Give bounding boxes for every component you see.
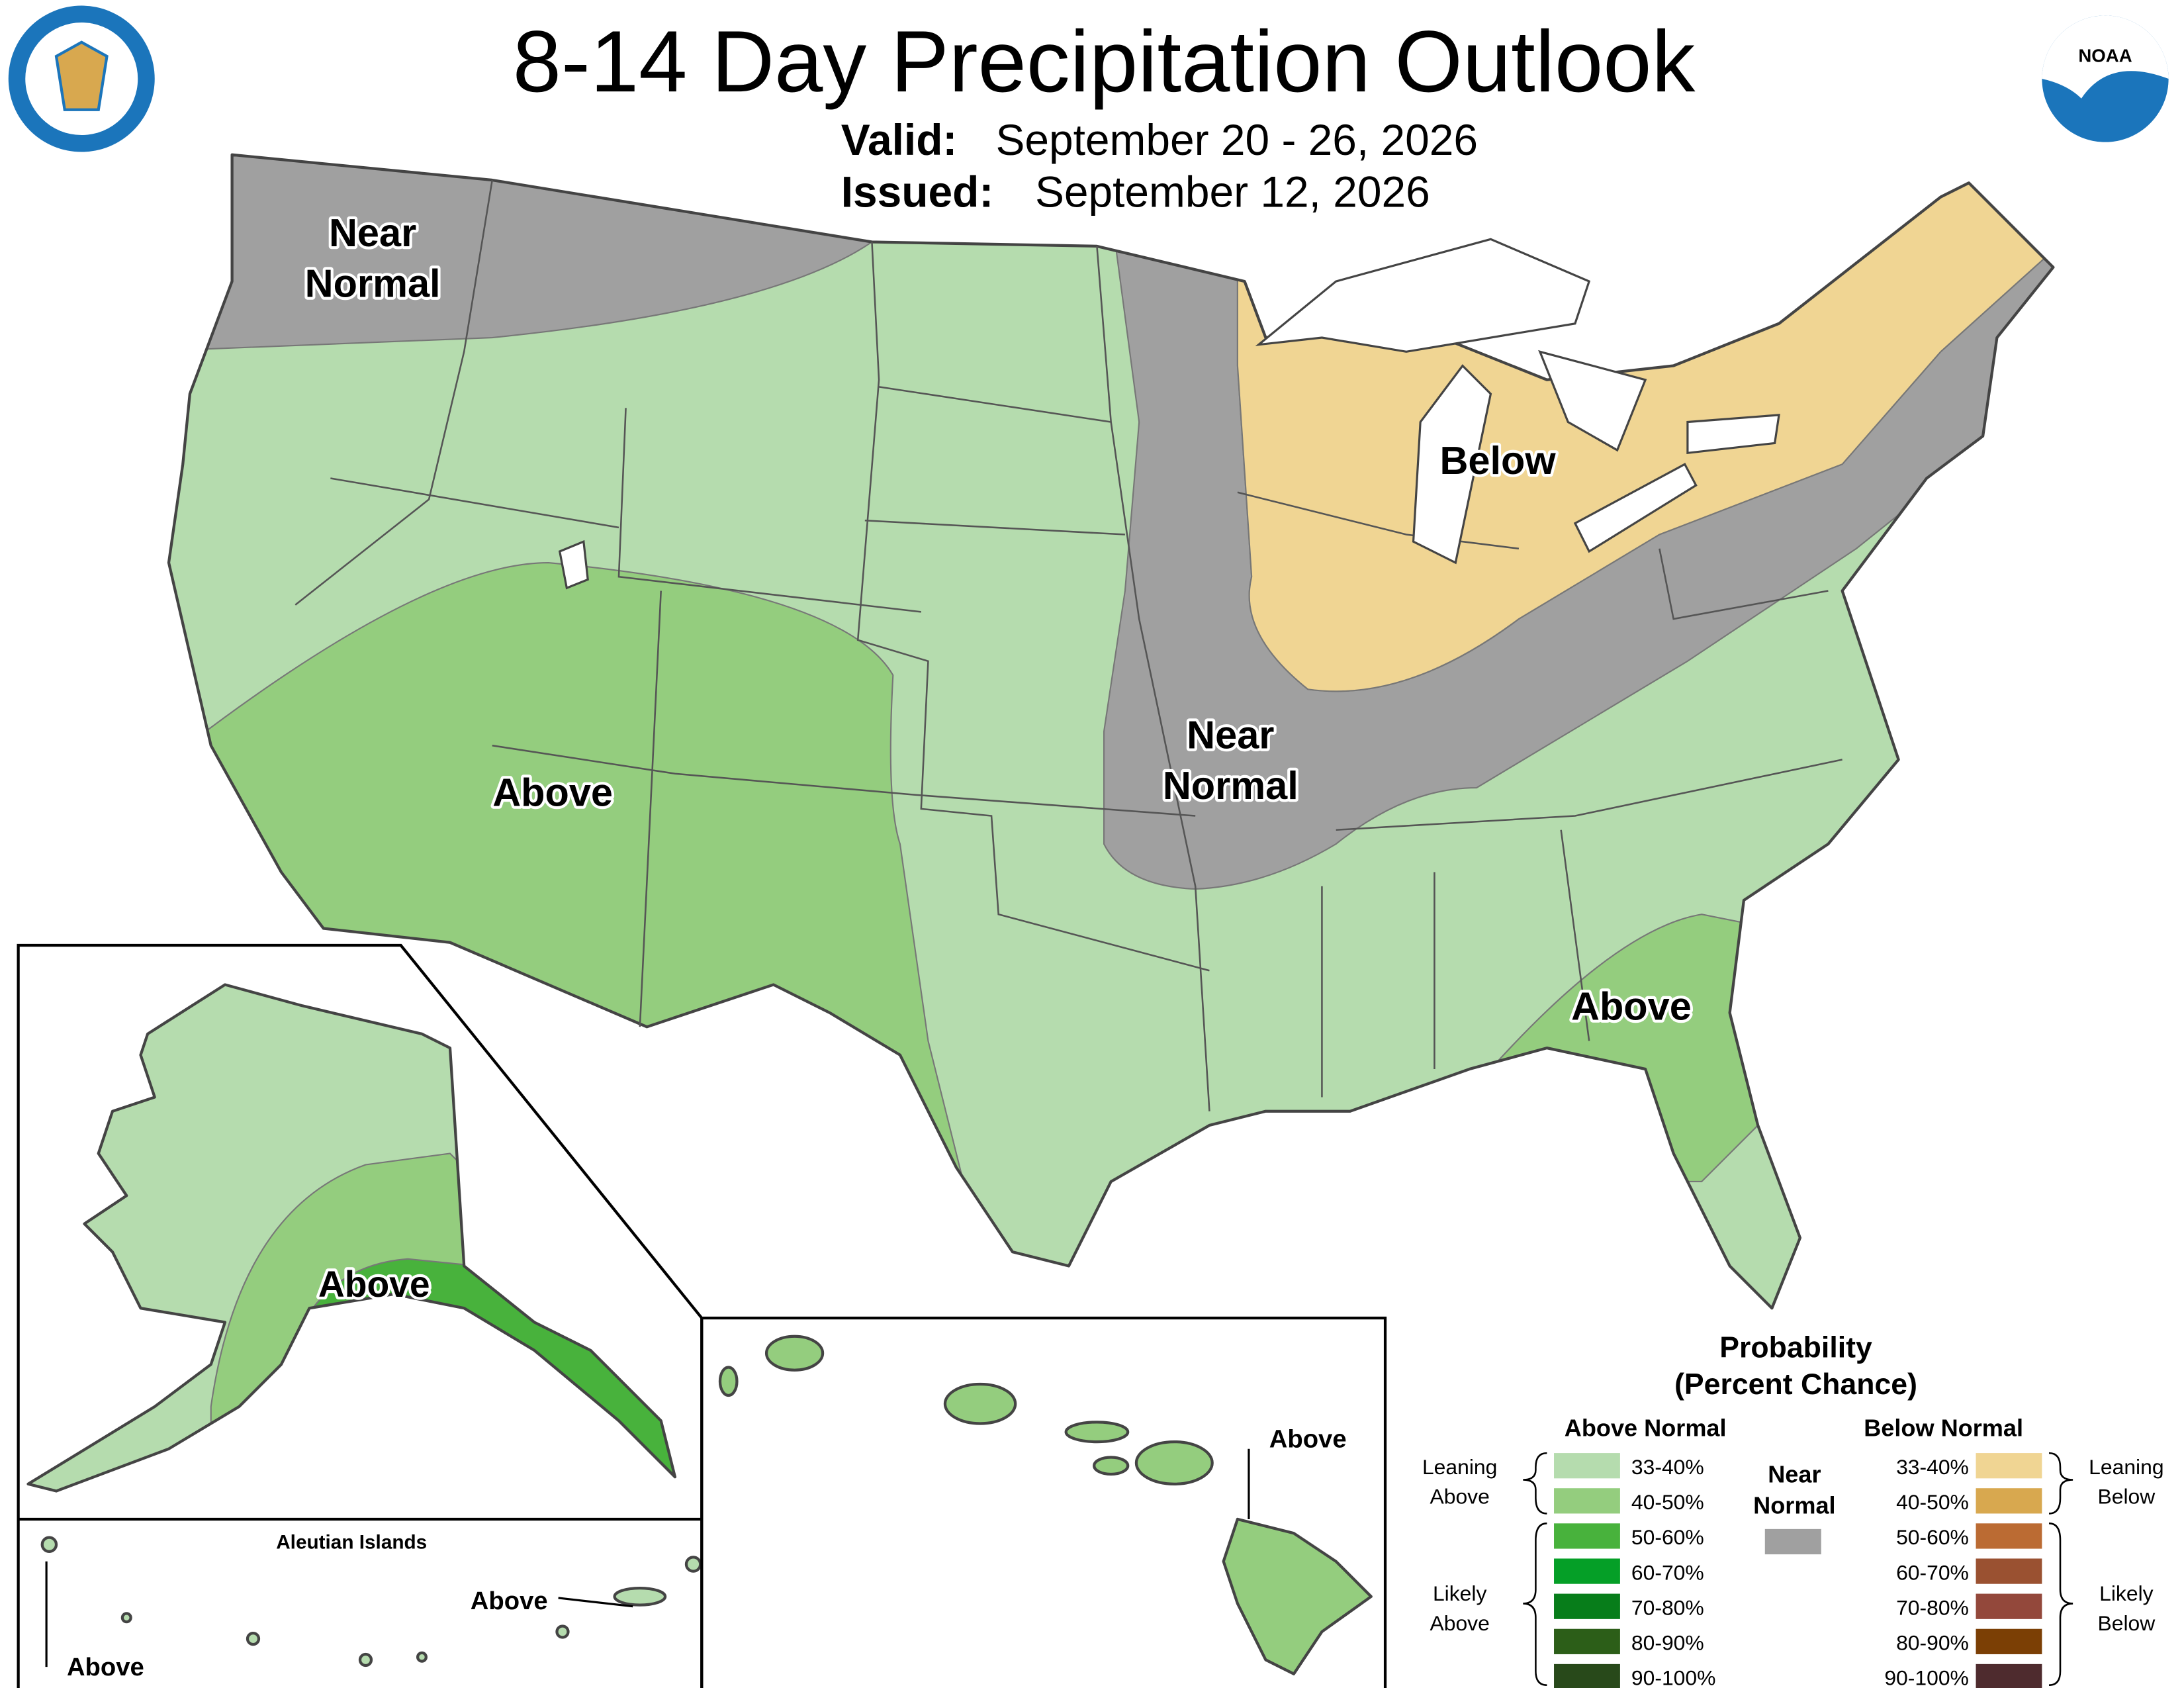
near-normal-swatch xyxy=(1764,1528,1821,1555)
region-label: Normal xyxy=(305,261,441,305)
above-swatch xyxy=(1554,1593,1620,1619)
above-item-label: 40-50% xyxy=(1631,1490,1704,1514)
legend-braces xyxy=(1523,1452,2073,1686)
hawaii-box xyxy=(700,1316,1387,1688)
above-header: Above Normal xyxy=(1565,1415,1727,1442)
above-item-label: 70-80% xyxy=(1631,1595,1704,1619)
legend-title: (Percent Chance) xyxy=(1674,1368,1917,1401)
region-label: Above xyxy=(1571,984,1692,1029)
issued-label: Issued: xyxy=(841,167,994,216)
below-header: Below Normal xyxy=(1864,1415,2023,1442)
below-item-label: 70-80% xyxy=(1896,1595,1969,1619)
above-swatch xyxy=(1554,1664,1620,1688)
above-item-label: 33-40% xyxy=(1631,1455,1704,1479)
aleutian-title: Aleutian Islands xyxy=(276,1532,427,1554)
hawaii-label: Above xyxy=(1269,1425,1347,1454)
alaska-label: Above xyxy=(318,1264,430,1305)
region-label: Normal xyxy=(1163,763,1298,808)
title: 8-14 Day Precipitation Outlook xyxy=(513,13,1696,110)
below-item-label: 40-50% xyxy=(1896,1490,1969,1514)
aleutian-islands xyxy=(40,1536,702,1667)
below-item-label: 80-90% xyxy=(1896,1631,1969,1655)
noaa-logo: NOAA xyxy=(2042,15,2169,142)
leaning-below-label: Below xyxy=(2097,1485,2156,1509)
below-item-label: 50-60% xyxy=(1896,1525,1969,1549)
above-swatch xyxy=(1554,1628,1620,1654)
valid-label: Valid: xyxy=(841,115,958,164)
hawaii-islands xyxy=(718,1335,1373,1675)
below-item-label: 90-100% xyxy=(1884,1666,1969,1688)
above-item-label: 50-60% xyxy=(1631,1525,1704,1549)
alaska-inset xyxy=(17,943,704,1688)
above-swatch xyxy=(1554,1523,1620,1549)
below-swatch xyxy=(1976,1593,2042,1619)
region-label: Near xyxy=(1187,713,1274,757)
above-item-label: 90-100% xyxy=(1631,1666,1716,1688)
leaning-above-label: Above xyxy=(1430,1485,1489,1509)
state-lines xyxy=(295,179,1843,1111)
legend-title: Probability xyxy=(1719,1332,1872,1364)
above-item-label: 80-90% xyxy=(1631,1631,1704,1655)
below-swatch xyxy=(1976,1628,2042,1654)
aleutian-pointers xyxy=(45,1561,633,1667)
below-item-label: 33-40% xyxy=(1896,1455,1969,1479)
above-swatch xyxy=(1554,1453,1620,1479)
near-normal-label: Near xyxy=(1768,1461,1821,1488)
likely-above-label: Above xyxy=(1430,1611,1489,1635)
below-swatch xyxy=(1976,1523,2042,1549)
leaning-below-label: Leaning xyxy=(2089,1455,2163,1479)
region-label: Below xyxy=(1439,438,1556,483)
region-label: Near xyxy=(329,211,416,255)
below-swatch xyxy=(1976,1488,2042,1514)
aleutian-west-label: Above xyxy=(67,1653,144,1681)
valid-dates: September 20 - 26, 2026 xyxy=(995,115,1478,164)
above-swatch xyxy=(1554,1488,1620,1514)
likely-below-label: Likely xyxy=(2099,1581,2154,1605)
near-normal-label: Normal xyxy=(1753,1491,1835,1519)
hawaii-inset xyxy=(700,1316,1387,1688)
below-swatch xyxy=(1976,1558,2042,1584)
region-label: Above xyxy=(492,771,613,815)
above-swatch xyxy=(1554,1558,1620,1584)
likely-above-label: Likely xyxy=(1433,1581,1487,1605)
below-swatch xyxy=(1976,1453,2042,1479)
above-item-label: 60-70% xyxy=(1631,1560,1704,1584)
likely-below-label: Below xyxy=(2097,1611,2156,1635)
aleutian-east-label: Above xyxy=(471,1587,548,1615)
below-item-label: 60-70% xyxy=(1896,1560,1969,1584)
noaa-text: NOAA xyxy=(2078,46,2132,66)
commerce-seal xyxy=(8,5,155,152)
below-swatch xyxy=(1976,1664,2042,1688)
great-lakes xyxy=(558,238,1780,590)
leaning-above-label: Leaning xyxy=(1422,1455,1497,1479)
issued-date: September 12, 2026 xyxy=(1035,167,1430,216)
